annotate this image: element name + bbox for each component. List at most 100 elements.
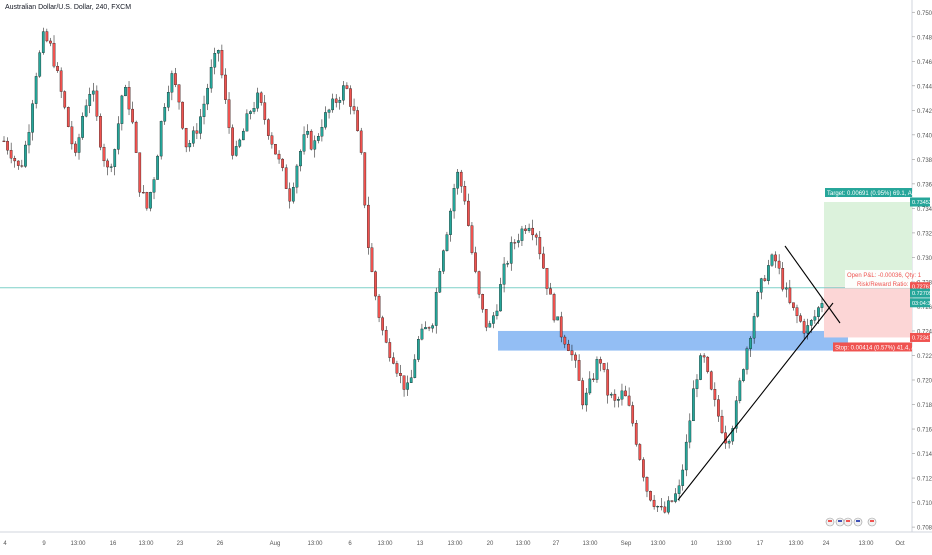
stop-zone [824, 286, 912, 338]
candle-body [38, 52, 42, 77]
candle-body [502, 263, 506, 285]
x-tick-label: 13:00 [788, 541, 804, 547]
event-flag-mark [828, 520, 832, 522]
candle-body [99, 116, 102, 148]
candle-body [324, 112, 327, 128]
candle-body [527, 227, 531, 231]
candle-body [191, 130, 195, 144]
x-tick-label: 13:00 [515, 541, 531, 547]
candle-body [316, 136, 320, 141]
candle-body [213, 53, 217, 68]
candle-body [534, 234, 538, 238]
candle-body [231, 127, 234, 156]
candle-body [156, 155, 159, 180]
y-tick-label: 0.74800 [917, 35, 932, 41]
candle-body [384, 330, 388, 343]
candle-body [702, 355, 706, 358]
candle-body [31, 103, 34, 133]
candle-body [252, 108, 256, 112]
x-tick-label: Aug [270, 541, 281, 547]
candle-body [542, 253, 545, 269]
candle-body [802, 321, 806, 334]
candle-body [266, 119, 270, 136]
candle-body [445, 234, 449, 251]
target-label-bg [825, 188, 912, 198]
candle-body [552, 294, 556, 321]
candle-body [259, 92, 263, 103]
candle-body [624, 390, 627, 397]
candle-body [159, 121, 163, 157]
candle-body [567, 343, 570, 351]
candle-body [738, 380, 742, 401]
candle-body [424, 327, 427, 330]
candle-body [27, 132, 31, 146]
candle-body [195, 130, 199, 134]
candle-body [499, 284, 502, 312]
candle-body [752, 316, 756, 339]
candle-body [138, 152, 142, 193]
candle-body [88, 94, 92, 106]
candle-body [352, 106, 356, 111]
x-tick-label: 13:00 [858, 541, 874, 547]
candle-body [734, 400, 738, 429]
candle-body [409, 377, 413, 383]
y-tick-label: 0.72600 [917, 305, 932, 311]
y-tick-label: 0.74200 [917, 109, 932, 115]
x-tick-label: 13 [417, 541, 424, 547]
candle-body [241, 130, 245, 141]
candle-body [392, 357, 395, 364]
candle-body [806, 325, 810, 334]
chart-title: Australian Dollar/U.S. Dollar, 240, FXCM [5, 4, 132, 11]
candle-body [349, 88, 352, 107]
candle-body [331, 98, 334, 111]
candle-body [488, 323, 492, 328]
candle-body [556, 316, 560, 321]
candle-body [66, 107, 70, 127]
y-tick-label: 0.73800 [917, 158, 932, 164]
candle-body [174, 73, 177, 85]
candle-body [517, 240, 520, 243]
candle-body [131, 108, 134, 123]
candle-body [756, 292, 760, 317]
candle-body [674, 493, 677, 502]
candle-body [59, 70, 63, 92]
candle-body [313, 140, 317, 150]
candle-body [20, 165, 24, 167]
candle-body [777, 260, 781, 269]
y-tick-label: 0.74600 [917, 60, 932, 66]
y-tick-label: 0.71000 [917, 501, 932, 507]
candle-body [427, 327, 431, 329]
candle-body [559, 316, 563, 338]
downtrend-line [784, 245, 841, 324]
candle-body [524, 228, 527, 231]
candle-body [577, 360, 581, 381]
x-tick-label: 17 [757, 541, 764, 547]
candle-body [745, 348, 749, 370]
candle-body [216, 50, 220, 54]
candle-body [759, 278, 763, 293]
x-tick-label: 13:00 [716, 541, 732, 547]
candle-body [163, 107, 167, 122]
candle-body [127, 87, 131, 110]
candle-body [327, 109, 331, 113]
price-label: 0.72761 [912, 285, 932, 291]
candle-body [309, 130, 313, 150]
candle-body [234, 146, 238, 156]
candle-body [202, 103, 206, 117]
candle-body [649, 491, 652, 501]
candle-body [509, 242, 513, 264]
candle-body [470, 225, 474, 253]
event-flag-mark [846, 520, 850, 522]
candle-body [113, 149, 117, 167]
candle-body [627, 395, 631, 406]
candle-body [581, 380, 585, 406]
candle-body [456, 171, 460, 189]
candle-body [295, 165, 299, 188]
candle-body [277, 153, 281, 160]
candle-body [417, 339, 420, 360]
y-tick-label: 0.73000 [917, 256, 932, 262]
candle-body [270, 135, 274, 145]
candle-body [809, 320, 813, 326]
